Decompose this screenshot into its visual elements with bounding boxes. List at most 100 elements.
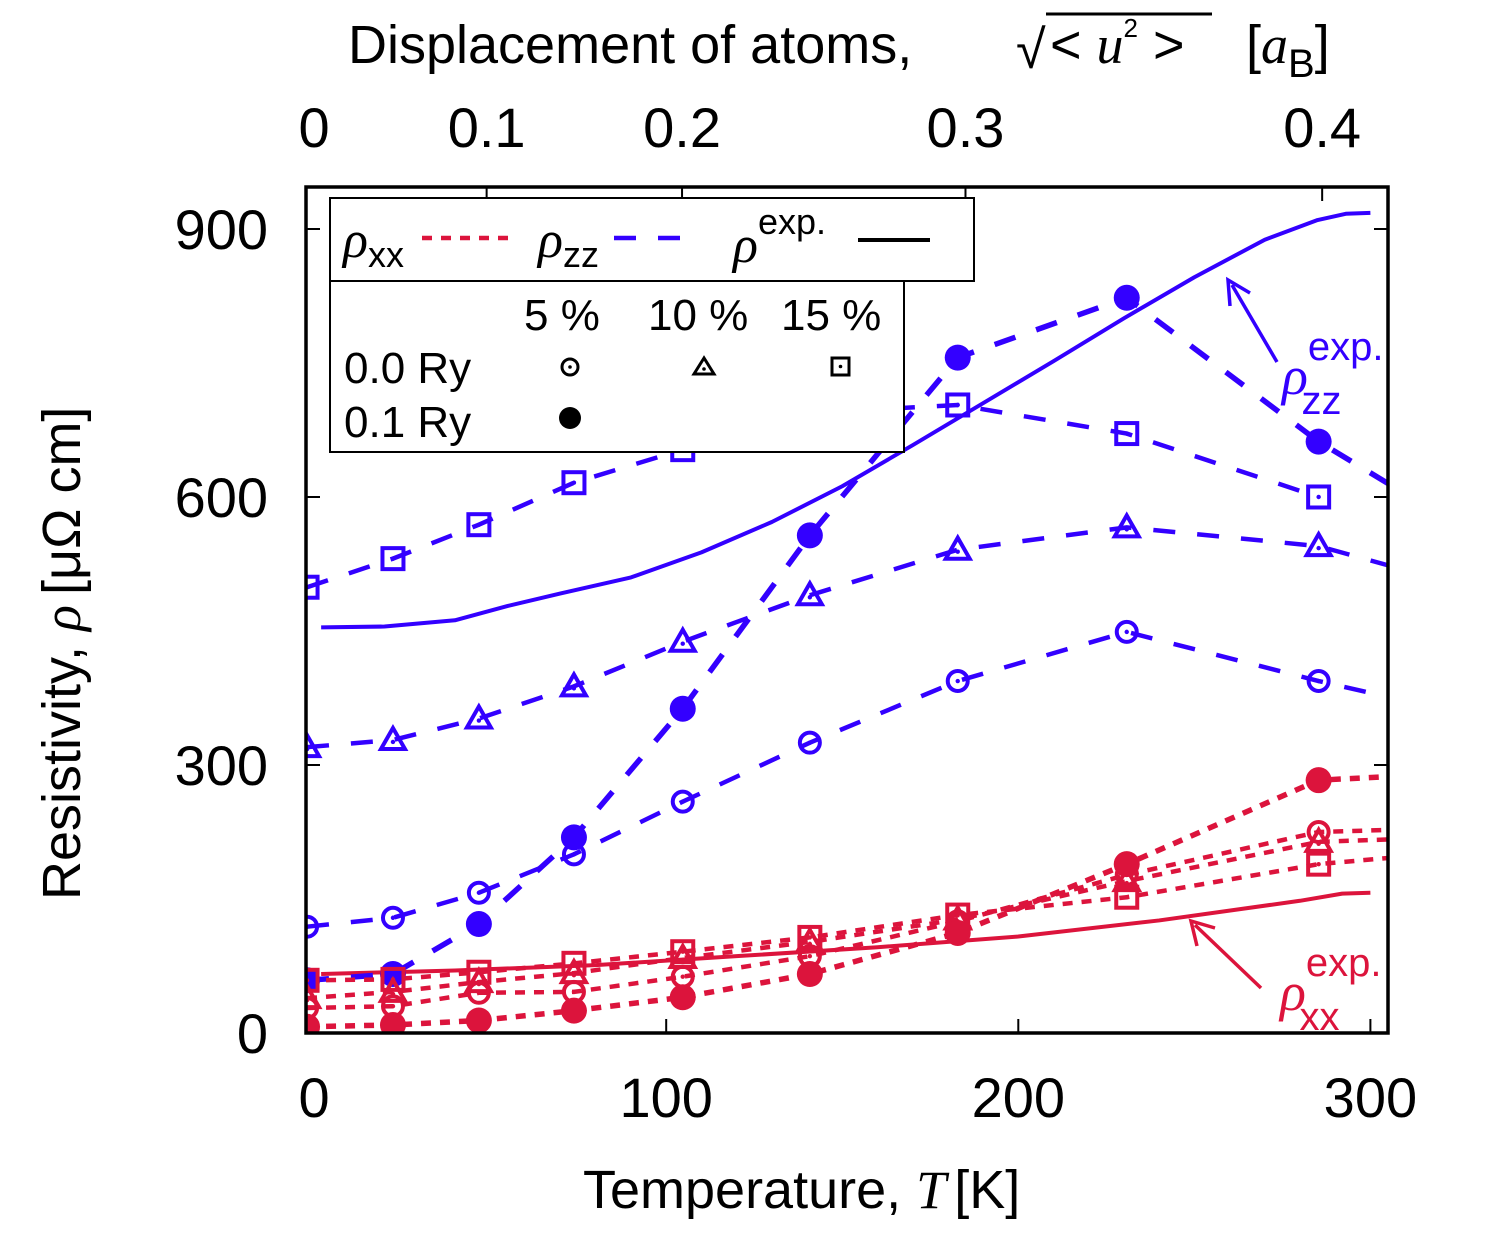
series-line-zz <box>306 294 1388 984</box>
arrow-zz-shaft <box>1230 284 1279 363</box>
data-point-square-dot <box>571 480 577 485</box>
data-point-circle-dot <box>390 915 396 920</box>
data-point-filled-circle <box>796 522 823 549</box>
x-tick-label: 0 <box>299 1066 330 1129</box>
data-point-filled-circle <box>379 1011 406 1033</box>
data-point-triangle <box>794 579 826 607</box>
data-point-triangle <box>667 941 699 969</box>
data-point-filled-circle <box>560 824 587 851</box>
data-point-triangle <box>558 670 590 698</box>
x-axis-ticks: 0 100 200 300 <box>299 1019 1417 1129</box>
top-axis-title-prefix: Displacement of atoms, <box>348 15 912 75</box>
data-point-circle <box>466 880 491 905</box>
svg-text:Displacement of atoms,: Displacement of atoms, <box>348 15 912 75</box>
data-point-filled-circle <box>796 961 823 988</box>
data-point-filled-circle <box>1305 428 1332 455</box>
legend-marker-circle-dot <box>560 357 580 377</box>
data-point-square <box>1306 851 1332 877</box>
data-point-triangle <box>1111 865 1143 893</box>
series-markers <box>306 284 1335 1033</box>
data-point-filled-circle <box>1305 767 1332 794</box>
data-point-circle <box>797 730 822 755</box>
legend-header-15pct: 15 % <box>781 291 881 340</box>
data-point-circle-dot <box>1124 629 1129 635</box>
data-point-square-dot <box>571 961 577 966</box>
data-point-triangle-dot <box>1124 880 1129 886</box>
series-line-xx <box>307 827 1388 1011</box>
data-point-filled-circle <box>465 1007 492 1033</box>
data-point-square <box>1114 884 1140 910</box>
legend-header-10pct: 10 % <box>648 291 748 340</box>
data-point-filled-circle <box>669 695 696 722</box>
series-line-xx <box>306 773 1388 1030</box>
data-point-square-dot <box>1316 861 1321 867</box>
data-point-circle-dot <box>571 989 577 995</box>
data-point-square-dot <box>1124 895 1129 900</box>
data-point-square-dot <box>807 935 813 940</box>
data-point-circle-dot <box>807 953 813 959</box>
data-point-triangle-dot <box>807 941 813 947</box>
legend-marker-triangle-dot <box>691 355 717 376</box>
svg-text:ρexp.zz: ρexp. zz <box>1280 325 1384 423</box>
data-point-triangle-dot <box>390 739 396 745</box>
data-point-square-dot <box>955 402 960 408</box>
top-axis-title-unit: [aB] <box>1246 15 1330 86</box>
series-line-zz <box>306 629 1388 929</box>
legend: ρxx ρzz ρexp. 5 % 10 % 15 % 0.0 Ry 0.1 R… <box>329 197 975 453</box>
data-point-circle-dot <box>807 740 813 745</box>
data-point-circle <box>670 789 695 814</box>
data-point-square-dot <box>390 977 396 982</box>
data-point-triangle <box>1303 530 1335 558</box>
data-point-circle-dot <box>390 1003 396 1009</box>
annotation-rho-xx-exp: ρexp. xx <box>1188 918 1382 1039</box>
data-point-filled-circle <box>669 984 696 1011</box>
data-point-square-dot <box>680 949 685 954</box>
top-tick-label: 0.2 <box>643 96 721 159</box>
data-point-filled-circle <box>944 919 971 946</box>
svg-text:ρexp.xx: ρexp. xx <box>1278 941 1382 1039</box>
data-point-circle-dot <box>680 799 685 804</box>
data-point-triangle-dot <box>1124 527 1129 532</box>
data-point-triangle-dot <box>1316 841 1321 847</box>
legend-marker-square-dot <box>830 356 851 377</box>
top-axis-title-sqrt-content: < u2 > <box>1050 13 1185 75</box>
data-point-square-dot <box>476 522 482 527</box>
data-point-triangle-dot <box>571 686 577 691</box>
data-point-circle <box>1306 669 1331 694</box>
data-point-circle <box>380 905 405 930</box>
data-point-triangle <box>377 723 409 751</box>
x-tick-label: 100 <box>619 1066 712 1129</box>
data-point-filled-circle <box>465 911 492 938</box>
data-point-square-dot <box>476 970 482 975</box>
y-tick-label: 300 <box>175 734 268 797</box>
data-point-square-dot <box>1316 494 1321 500</box>
arrow-zz-head <box>1225 276 1251 307</box>
data-point-square <box>380 966 406 992</box>
data-point-circle-dot <box>1316 678 1321 684</box>
data-point-square <box>945 392 971 418</box>
data-point-triangle-dot <box>1316 545 1321 551</box>
data-point-circle <box>945 669 970 694</box>
data-point-square <box>466 959 492 985</box>
data-point-square <box>561 950 587 976</box>
sqrt-sign: √ <box>1016 20 1046 80</box>
data-point-square <box>466 512 492 538</box>
y-tick-label: 0 <box>237 1002 268 1065</box>
data-point-triangle <box>1303 825 1335 853</box>
top-tick-label: 0 <box>299 96 330 159</box>
data-point-triangle <box>463 966 495 994</box>
data-point-filled-circle <box>1113 851 1140 878</box>
data-point-circle-dot <box>476 890 482 895</box>
data-point-filled-circle <box>1113 284 1140 311</box>
legend-box-bottom <box>329 280 905 453</box>
data-point-square <box>797 924 823 950</box>
data-point-square-dot <box>1124 431 1129 436</box>
series-line-xx <box>306 837 1388 1001</box>
y-tick-label: 600 <box>175 466 268 529</box>
data-point-triangle-dot <box>807 595 813 600</box>
data-point-triangle <box>463 702 495 730</box>
legend-header-5pct: 5 % <box>524 291 600 340</box>
top-axis-title: Displacement of atoms, √ < u2 > [aB] <box>348 12 1330 86</box>
data-point-square-dot <box>955 912 960 918</box>
